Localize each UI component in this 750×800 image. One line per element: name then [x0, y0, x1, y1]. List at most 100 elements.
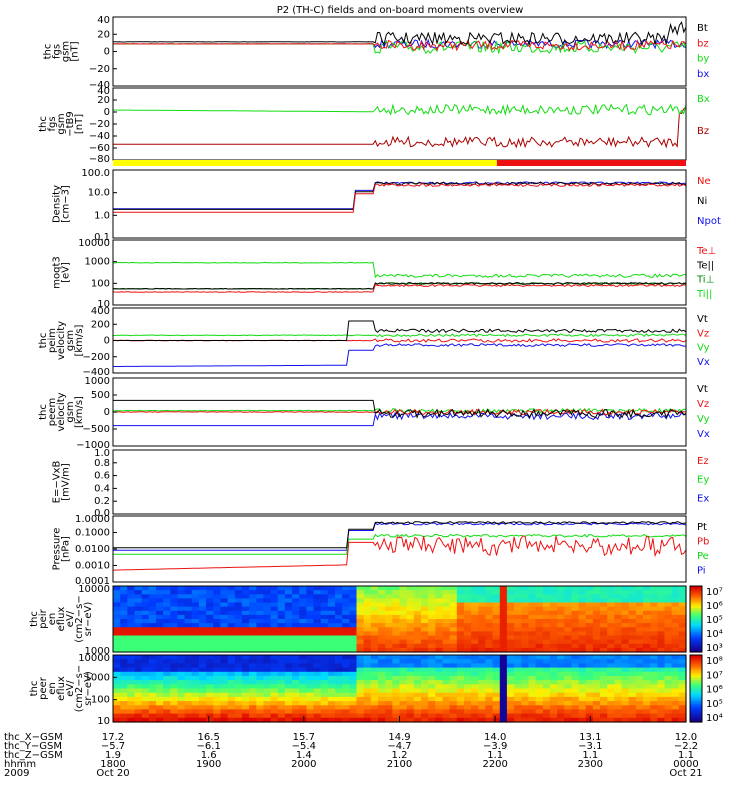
heatmap-cell: [628, 598, 637, 604]
heatmap-cell: [320, 586, 329, 591]
heatmap-cell: [256, 671, 265, 677]
heatmap-cell: [421, 655, 429, 660]
heatmap-cell: [270, 684, 279, 690]
heatmap-cell: [313, 671, 322, 677]
heatmap-cell: [191, 610, 200, 616]
colorbar-cell: [690, 713, 702, 716]
heatmap-cell: [241, 696, 250, 702]
heatmap-cell: [299, 671, 307, 677]
heatmap-cell: [492, 705, 501, 711]
heatmap-cell: [413, 701, 422, 706]
heatmap-cell: [198, 602, 207, 608]
heatmap-cell: [184, 692, 193, 698]
heatmap-cell: [571, 680, 580, 685]
heatmap-cell: [628, 680, 637, 685]
heatmap-cell: [564, 680, 572, 685]
heatmap-cell: [134, 602, 143, 608]
heatmap-cell: [592, 647, 601, 653]
heatmap-cell: [227, 663, 236, 669]
heatmap-cell: [564, 705, 572, 711]
heatmap-cell: [392, 701, 401, 706]
heatmap-cell: [177, 655, 186, 660]
y-axis-label: (cm2−s−: [74, 595, 85, 642]
heatmap-cell: [256, 635, 265, 641]
heatmap-cell: [428, 688, 436, 694]
colorbar-cell: [690, 688, 702, 692]
heatmap-cell: [127, 675, 136, 681]
heatmap-cell: [421, 688, 429, 694]
heatmap-cell: [141, 602, 150, 608]
colorbar-frame: [689, 585, 703, 653]
heatmap-cell: [399, 688, 408, 694]
heatmap-cell: [342, 709, 350, 715]
heatmap-cell: [141, 610, 150, 616]
heatmap-cell: [342, 647, 350, 653]
heatmap-cell: [120, 667, 128, 673]
heatmap-cell: [270, 606, 279, 612]
heatmap-cell: [592, 655, 601, 660]
x-tick-label: 2000: [291, 759, 316, 770]
heatmap-cell: [385, 671, 393, 677]
heatmap-cell: [592, 606, 601, 612]
heatmap-cell: [492, 688, 501, 694]
heatmap-cell: [363, 598, 372, 604]
heatmap-cell: [635, 602, 644, 608]
heatmap-cell: [671, 639, 680, 645]
heatmap-cell: [113, 619, 121, 624]
heatmap-cell: [621, 614, 630, 620]
heatmap-cell: [521, 684, 530, 690]
heatmap-cell: [313, 594, 322, 599]
heatmap-cell: [421, 614, 429, 620]
heatmap-cell: [356, 713, 365, 719]
heatmap-cell: [549, 631, 558, 637]
heatmap-cell: [399, 684, 408, 690]
heatmap-cell: [306, 635, 315, 641]
heatmap-cell: [585, 705, 594, 711]
heatmap-cell: [478, 667, 487, 673]
heatmap-cell: [564, 635, 572, 641]
colorbar-cell: [690, 597, 702, 600]
heatmap-cell: [249, 717, 257, 723]
heatmap-cell: [320, 627, 329, 632]
heatmap-cell: [413, 639, 422, 645]
heatmap-cell: [671, 671, 680, 677]
heatmap-cell: [492, 594, 501, 599]
heatmap-cell: [664, 623, 673, 628]
colorbar-cell: [690, 603, 702, 607]
heatmap-cell: [607, 663, 615, 669]
heatmap-cell: [678, 680, 687, 685]
heatmap-cell: [385, 675, 393, 681]
heatmap-cell: [120, 647, 128, 653]
heatmap-cell: [327, 627, 336, 632]
heatmap-cell: [127, 696, 136, 702]
panel-p9: 10⁷10⁶10⁵10⁴10³100001000thcpeirenefluxeV…: [29, 584, 723, 657]
heatmap-cell: [213, 623, 222, 628]
heatmap-cell: [578, 598, 587, 604]
heatmap-cell: [628, 675, 637, 681]
heatmap-cell: [635, 627, 644, 632]
heatmap-cell: [241, 692, 250, 698]
heatmap-cell: [678, 598, 687, 604]
heatmap-cell: [234, 709, 243, 715]
heatmap-cell: [234, 713, 243, 719]
heatmap-cell: [635, 667, 644, 673]
heatmap-cell: [614, 635, 623, 641]
heatmap-cell: [428, 586, 436, 591]
heatmap-cell: [456, 594, 465, 599]
heatmap-cell: [485, 643, 494, 649]
heatmap-cell: [600, 671, 608, 677]
heatmap-cell: [428, 598, 436, 604]
heatmap-cell: [327, 717, 336, 723]
colorbar-tick-label: 10⁷: [706, 587, 723, 598]
heatmap-cell: [213, 659, 222, 664]
heatmap-cell: [600, 667, 608, 673]
heatmap-cell: [421, 680, 429, 685]
heatmap-cell: [349, 631, 358, 637]
heatmap-cell: [292, 594, 300, 599]
heatmap-cell: [671, 598, 680, 604]
heatmap-cell: [600, 610, 608, 616]
heatmap-cell: [356, 586, 365, 591]
heatmap-cell: [564, 663, 572, 669]
heatmap-cell: [263, 598, 272, 604]
